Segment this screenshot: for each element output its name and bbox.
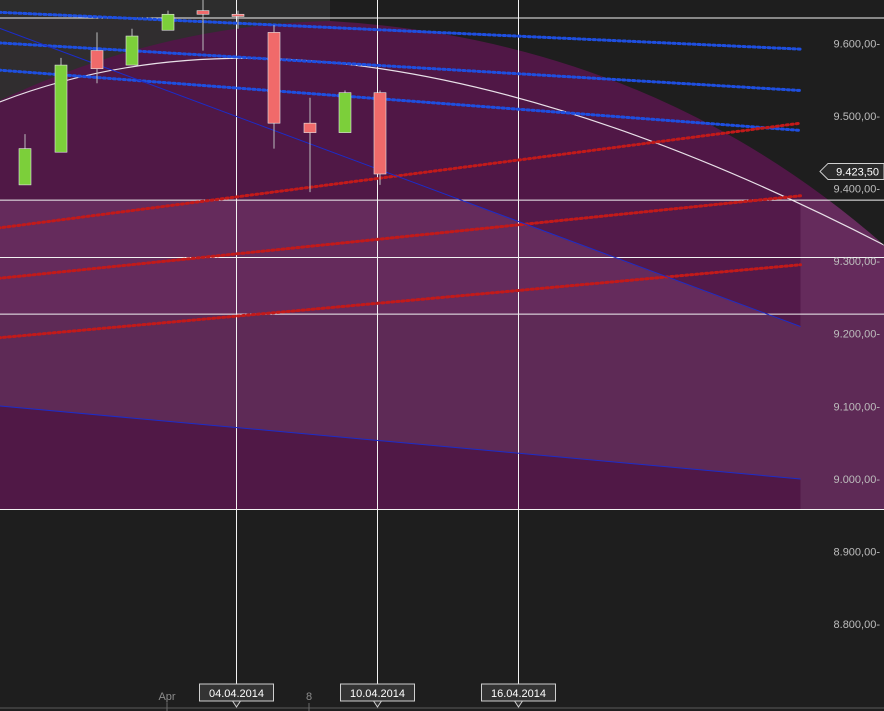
dotted-trend-line [0, 41, 802, 92]
candle[interactable] [125, 28, 139, 66]
y-tick-label: 8.800,00- [834, 619, 881, 631]
candle-body-down [90, 50, 104, 70]
candles[interactable] [18, 0, 387, 193]
fibonacci-bands [0, 0, 884, 510]
candle[interactable] [18, 134, 32, 186]
date-box-pointer [231, 700, 242, 708]
date-box-pointer [513, 700, 524, 708]
solid-trend-line [0, 27, 801, 327]
candle[interactable] [161, 10, 175, 31]
date-marker-label[interactable]: 10.04.2014 [340, 683, 415, 708]
candle-body-up [18, 148, 32, 186]
candle[interactable] [196, 0, 210, 51]
dotted-trend-line [0, 263, 802, 340]
last-price-tag [819, 162, 884, 180]
candle-body-down [373, 92, 387, 175]
arc-outside-area [330, 0, 884, 245]
y-tick-label: 9.300,00- [834, 256, 881, 268]
candle[interactable] [373, 90, 387, 185]
y-tick-label: 9.100,00- [834, 401, 881, 413]
date-marker-label[interactable]: 16.04.2014 [481, 683, 556, 708]
candle-body-down [196, 10, 210, 15]
candle[interactable] [267, 25, 281, 149]
dotted-trend-line [0, 194, 802, 280]
date-box-text: 04.04.2014 [209, 688, 264, 700]
candle-body-down [231, 13, 245, 17]
candle-body-up [338, 92, 352, 133]
candle-body-up [161, 13, 175, 31]
dotted-trend-line [0, 10, 802, 51]
band-lower-wedge [0, 406, 801, 510]
candle[interactable] [90, 32, 104, 84]
last-price-label: 9.423,50 [836, 166, 879, 178]
date-box-text: 10.04.2014 [350, 688, 405, 700]
candle[interactable] [338, 90, 352, 133]
solid-trend-line [0, 405, 801, 480]
y-tick-label: 9.600,00- [834, 38, 881, 50]
dotted-trend-line [0, 121, 802, 230]
y-tick-label: 9.400,00- [834, 184, 881, 196]
candle[interactable] [231, 10, 245, 29]
candle-body-down [303, 122, 317, 133]
date-box-text: 16.04.2014 [491, 688, 546, 700]
candle-body-up [125, 35, 139, 66]
axes: 9.600,00- 9.500,00- 9.400,00- 9.300,00- 9.20… [0, 38, 884, 711]
y-tick-label: 9.500,00- [834, 111, 881, 123]
y-tick-label: 8.900,00- [834, 547, 881, 559]
candle[interactable] [303, 97, 317, 193]
candle-body-up [54, 64, 68, 153]
arc-outside-area-left [0, 0, 330, 101]
trend-lines [0, 10, 802, 480]
date-box-pointer [372, 700, 383, 708]
horizontal-levels [0, 17, 884, 510]
band-upper-wedge [0, 18, 801, 327]
candle[interactable] [54, 57, 68, 153]
x-tick-label: Apr [158, 691, 175, 703]
date-marker-label[interactable]: 04.04.2014 [199, 683, 274, 708]
candle-body-down [267, 32, 281, 124]
y-tick-label: 9.000,00- [834, 474, 881, 486]
y-tick-label: 9.200,00- [834, 329, 881, 341]
x-tick-label: 8 [306, 691, 312, 703]
